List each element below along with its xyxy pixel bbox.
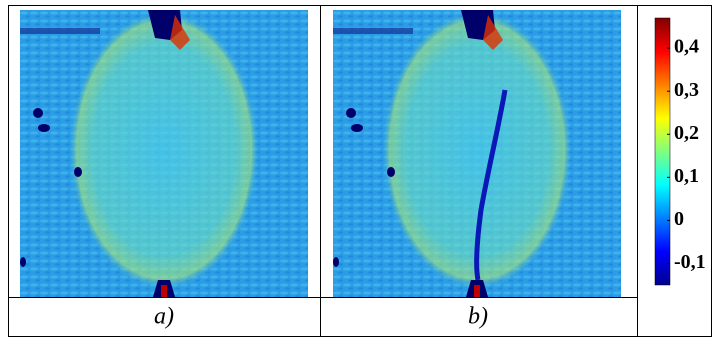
panel-label: b) [468, 304, 488, 330]
colorbar-tick-label: 0,1 [674, 165, 699, 187]
colorbar [654, 17, 671, 286]
colorbar-tick-label: 0 [674, 208, 684, 230]
field-image-a [20, 10, 308, 297]
colorbar-tick-label: -0,1 [674, 251, 706, 273]
colorbar-tick-label: 0,2 [674, 122, 699, 144]
colorbar-tick-label: 0,3 [674, 79, 699, 101]
colorbar-tick-label: 0,4 [674, 36, 699, 58]
panel-label: a) [154, 304, 174, 330]
table-frame [8, 5, 712, 337]
field-image-b [333, 10, 621, 297]
